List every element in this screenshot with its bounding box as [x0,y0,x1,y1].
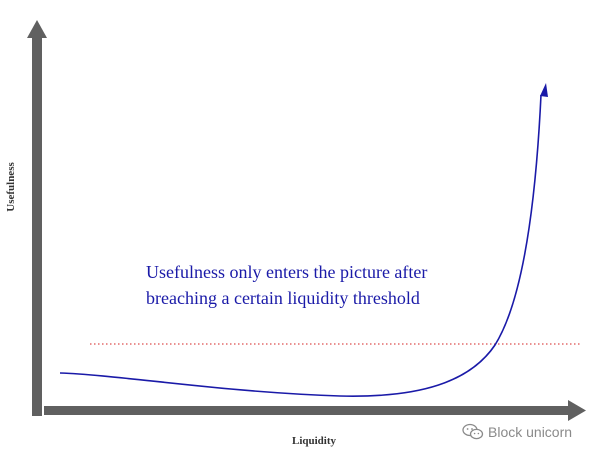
watermark: Block unicorn [462,422,572,442]
wechat-icon [462,423,484,441]
curve-arrowhead [540,83,548,97]
annotation-line-1: Usefulness only enters the picture after [146,262,427,282]
watermark-text: Block unicorn [488,424,573,440]
y-axis-label: Usefulness [5,162,17,212]
annotation-line-2: breaching a certain liquidity threshold [146,288,420,308]
x-axis-label: Liquidity [292,435,337,447]
y-axis-arrow [27,20,47,416]
x-axis-arrow [44,400,586,421]
usefulness-curve [59,94,542,397]
